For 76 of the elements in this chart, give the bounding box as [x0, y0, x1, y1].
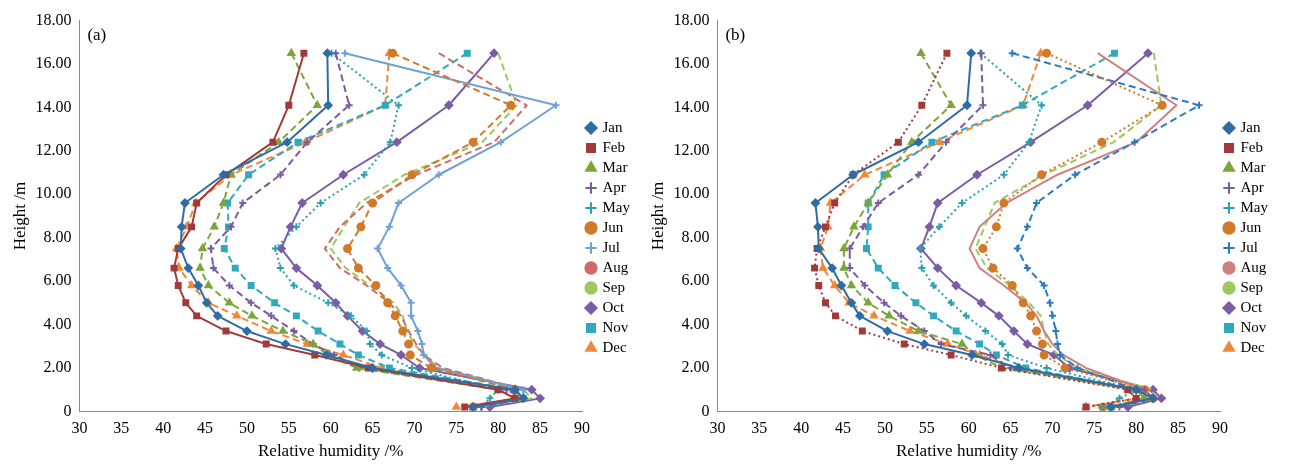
x-tick-label: 35 [751, 419, 768, 437]
y-tick-label: 6.00 [681, 271, 710, 289]
legend-label: Mar [602, 158, 628, 175]
x-tick-label: 40 [793, 419, 810, 437]
legend-label: Apr [1240, 178, 1264, 195]
x-tick-label: 85 [1170, 419, 1187, 437]
legend-label: Jan [1240, 118, 1261, 135]
legend-label: Aug [1240, 258, 1267, 275]
x-tick-label: 75 [448, 419, 465, 437]
x-tick-label: 60 [322, 419, 339, 437]
y-tick-label: 14.00 [35, 97, 72, 115]
y-tick-label: 8.00 [43, 227, 72, 245]
x-tick-label: 85 [532, 419, 549, 437]
x-tick-label: 75 [1086, 419, 1103, 437]
legend-label: Jul [1240, 238, 1259, 255]
legend-label: Jun [602, 218, 624, 235]
legend-label: Sep [1240, 278, 1263, 295]
legend-label: Dec [1240, 338, 1265, 355]
x-tick-label: 30 [709, 419, 726, 437]
legend-label: Aug [602, 258, 629, 275]
annotation: (a) [87, 24, 107, 44]
x-axis-title: Relative humidity /% [895, 441, 1042, 461]
y-axis-title: Height /m [647, 181, 667, 251]
y-tick-label: 16.00 [35, 54, 72, 72]
x-tick-label: 70 [1044, 419, 1061, 437]
x-tick-label: 65 [1002, 419, 1019, 437]
legend-label: May [602, 198, 631, 215]
x-axis-title: Relative humidity /% [257, 441, 404, 461]
x-tick-label: 40 [155, 419, 172, 437]
legend-label: Apr [602, 178, 626, 195]
x-tick-label: 70 [406, 419, 423, 437]
y-tick-label: 10.00 [673, 184, 710, 202]
y-tick-label: 0 [701, 401, 710, 419]
x-tick-label: 90 [1212, 419, 1228, 437]
y-tick-label: 6.00 [43, 271, 72, 289]
y-tick-label: 14.00 [673, 97, 710, 115]
y-tick-label: 12.00 [35, 141, 72, 159]
y-tick-label: 8.00 [681, 227, 710, 245]
legend-label: Nov [602, 318, 629, 335]
legend-label: Oct [1240, 298, 1263, 315]
y-tick-label: 2.00 [43, 358, 72, 376]
x-tick-label: 45 [197, 419, 214, 437]
x-tick-label: 30 [71, 419, 88, 437]
x-tick-label: 90 [574, 419, 590, 437]
legend-label: Dec [602, 338, 627, 355]
legend-label: Oct [602, 298, 625, 315]
y-tick-label: 2.00 [681, 358, 710, 376]
x-tick-label: 50 [238, 419, 255, 437]
x-tick-label: 35 [113, 419, 130, 437]
legend-label: Feb [602, 138, 625, 155]
legend-label: Feb [1240, 138, 1263, 155]
legend-label: Mar [1240, 158, 1266, 175]
x-tick-label: 45 [835, 419, 852, 437]
legend-label: Jul [602, 238, 621, 255]
y-axis-title: Height /m [9, 181, 29, 251]
x-tick-label: 65 [364, 419, 381, 437]
legend-label: May [1240, 198, 1269, 215]
y-tick-label: 10.00 [35, 184, 72, 202]
y-tick-label: 18.00 [673, 10, 710, 28]
x-tick-label: 80 [1128, 419, 1145, 437]
x-tick-label: 80 [490, 419, 507, 437]
x-tick-label: 50 [876, 419, 893, 437]
legend-label: Sep [602, 278, 625, 295]
y-tick-label: 12.00 [673, 141, 710, 159]
y-tick-label: 4.00 [681, 314, 710, 332]
x-tick-label: 60 [960, 419, 977, 437]
y-tick-label: 4.00 [43, 314, 72, 332]
legend-label: Jun [1240, 218, 1262, 235]
legend-label: Nov [1240, 318, 1267, 335]
x-tick-label: 55 [280, 419, 297, 437]
annotation: (b) [725, 24, 746, 44]
y-tick-label: 18.00 [35, 10, 72, 28]
x-tick-label: 55 [918, 419, 935, 437]
y-tick-label: 0 [63, 401, 72, 419]
legend-label: Jan [602, 118, 623, 135]
y-tick-label: 16.00 [673, 54, 710, 72]
